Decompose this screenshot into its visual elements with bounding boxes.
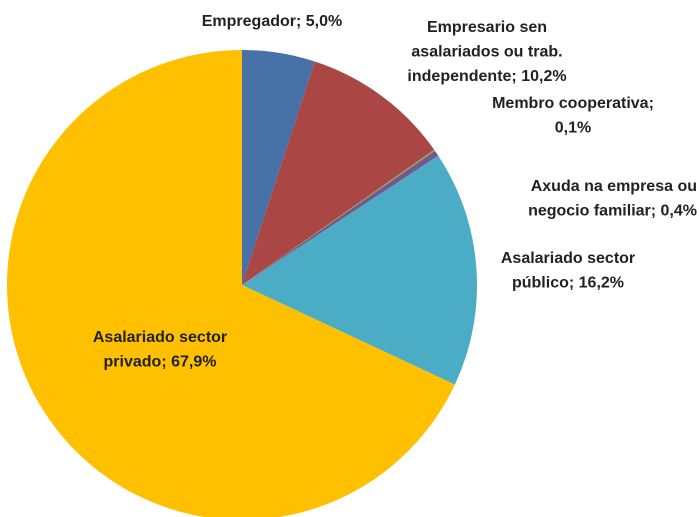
data-label-line: Asalariado sector [501, 250, 635, 267]
pie-slice [7, 50, 455, 517]
data-label-line: negocio familiar; 0,4% [528, 203, 697, 220]
pie-slice [242, 50, 315, 285]
data-label-line: Axuda na empresa ou [531, 178, 697, 195]
data-label-line: Asalariado sector [93, 329, 227, 346]
pie-slice [242, 61, 435, 285]
data-label-line: 0,1% [555, 120, 591, 137]
data-label-line: Membro cooperativa; [492, 95, 654, 112]
data-label: Axuda na empresa ou negocio familiar; 0,4… [528, 178, 697, 220]
data-label: Membro cooperativa; 0,1% [492, 95, 654, 137]
data-label: Asalariado sector público; 16,2% [501, 250, 635, 292]
pie-slice [242, 150, 439, 285]
data-label-line: independente; 10,2% [407, 68, 566, 85]
data-label-line: Empresario sen [427, 19, 547, 36]
data-label-line: Empregador; 5,0% [202, 13, 342, 30]
data-label: Empresario sen asalariados ou trab. indepe… [407, 19, 566, 85]
data-label-line: asalariados ou trab. [411, 44, 562, 61]
data-label: Empregador; 5,0% [202, 13, 342, 30]
pie-slice [242, 155, 478, 385]
data-label: Asalariado sector privado; 67,9% [93, 329, 227, 371]
pie-slice [242, 149, 435, 285]
data-label-line: público; 16,2% [512, 275, 624, 292]
data-label-line: privado; 67,9% [104, 354, 217, 371]
